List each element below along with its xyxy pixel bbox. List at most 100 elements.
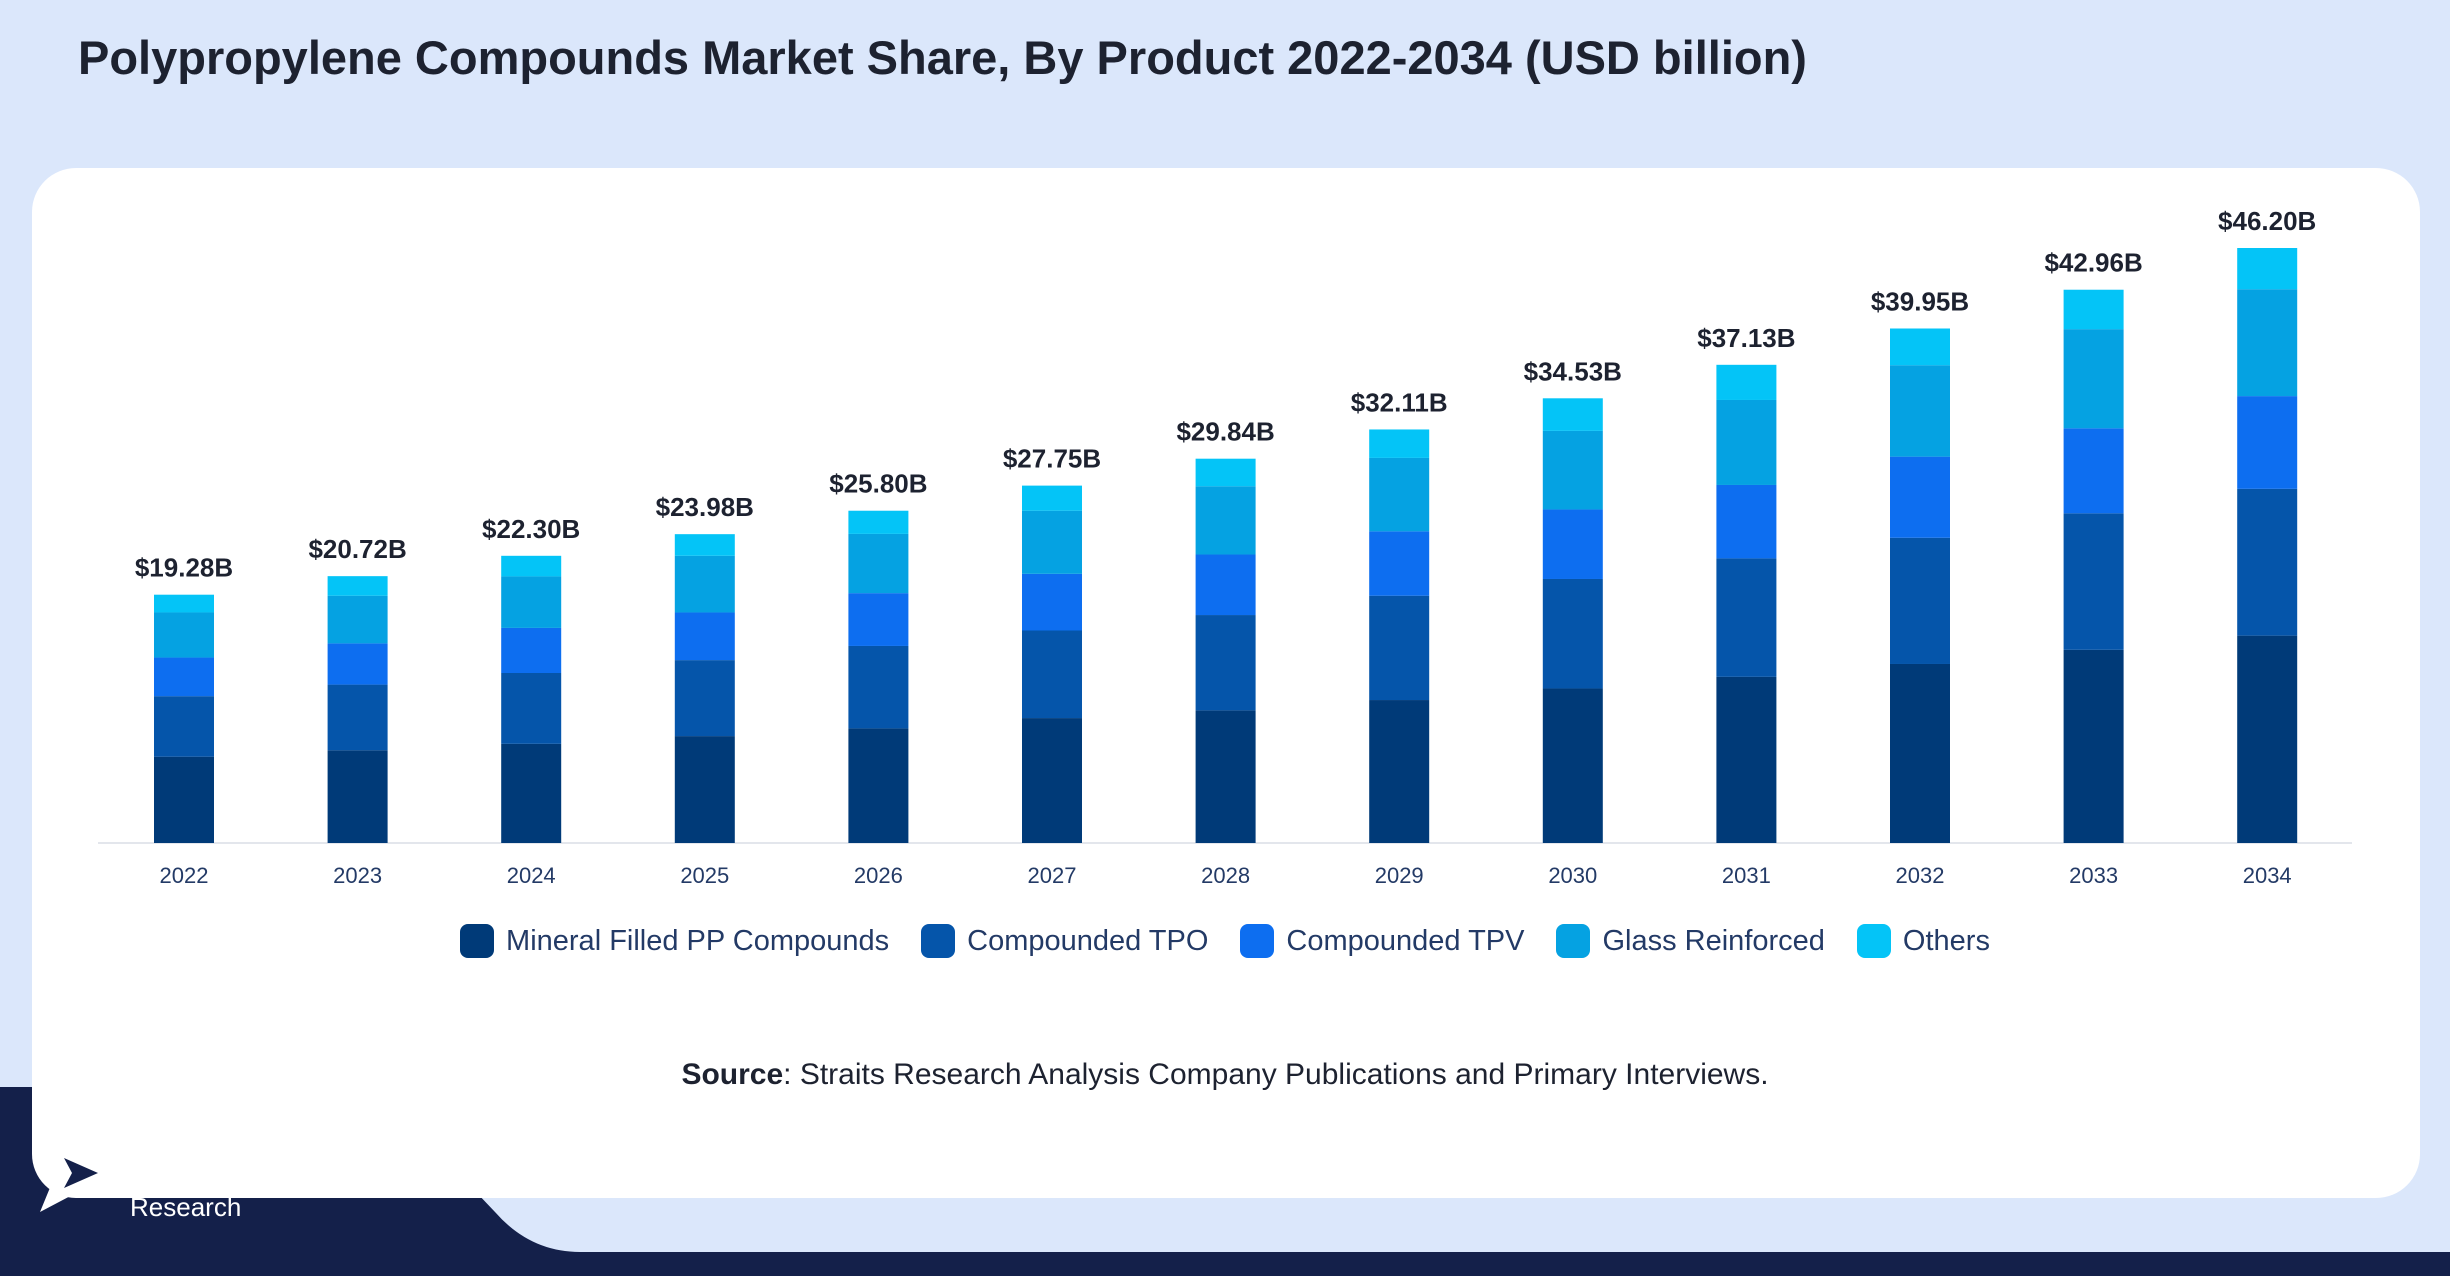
- bar-segment-others-2022: [154, 594, 214, 613]
- x-tick-label-2028: 2028: [1201, 863, 1250, 888]
- bar-segment-compounded-tpv-2022: [154, 657, 214, 697]
- legend-swatch-compounded-tpo: [921, 924, 956, 958]
- bar-segment-compounded-tpv-2025: [674, 612, 735, 661]
- bar-segment-compounded-tpo-2029: [1369, 595, 1430, 701]
- bar-segment-glass-reinforced-2031: [1716, 399, 1777, 485]
- x-tick-label-2027: 2027: [1028, 863, 1077, 888]
- total-label-2026: $25.80B: [829, 469, 927, 499]
- x-tick-label-2023: 2023: [333, 863, 382, 888]
- legend-swatch-others: [1856, 924, 1891, 958]
- bar-segment-mineral-filled-pp-compounds-2022: [154, 756, 214, 843]
- bar-segment-glass-reinforced-2034: [2237, 289, 2298, 397]
- bar-segment-mineral-filled-pp-compounds-2029: [1369, 700, 1430, 843]
- bar-segment-compounded-tpv-2033: [2063, 428, 2124, 514]
- x-tick-label-2034: 2034: [2243, 863, 2292, 888]
- total-label-2032: $39.95B: [1871, 286, 1969, 316]
- bar-segment-compounded-tpo-2028: [1195, 615, 1256, 711]
- bar-segment-glass-reinforced-2024: [501, 576, 562, 628]
- bar-segment-compounded-tpo-2031: [1716, 558, 1777, 677]
- bar-segment-mineral-filled-pp-compounds-2034: [2237, 635, 2298, 843]
- x-tick-label-2022: 2022: [160, 863, 209, 888]
- bars-group: [154, 248, 2298, 843]
- legend-label-glass-reinforced: Glass Reinforced: [1602, 924, 1825, 957]
- bar-segment-compounded-tpo-2023: [327, 684, 388, 751]
- source-note: Source: Straits Research Analysis Compan…: [0, 1058, 2450, 1092]
- total-label-2034: $46.20B: [2218, 206, 2316, 236]
- bar-segment-compounded-tpv-2032: [1890, 456, 1950, 538]
- bar-segment-compounded-tpv-2024: [501, 627, 562, 673]
- total-label-2024: $22.30B: [482, 514, 580, 544]
- bar-segment-mineral-filled-pp-compounds-2033: [2063, 649, 2124, 843]
- bar-segment-compounded-tpo-2032: [1890, 537, 1950, 664]
- bar-segment-glass-reinforced-2022: [154, 612, 214, 658]
- legend: Mineral Filled PP Compounds Compounded TP…: [0, 924, 2450, 958]
- total-label-2027: $27.75B: [1003, 444, 1101, 474]
- bar-segment-compounded-tpo-2033: [2063, 513, 2124, 650]
- x-tick-label-2024: 2024: [507, 863, 556, 888]
- bar-segment-mineral-filled-pp-compounds-2024: [501, 743, 562, 843]
- bar-segment-mineral-filled-pp-compounds-2032: [1890, 663, 1950, 843]
- legend-swatch-mineral-filled-pp-compounds: [460, 924, 495, 958]
- bar-segment-glass-reinforced-2027: [1022, 510, 1082, 574]
- labels-group: $19.28B 2022 $20.72B 2023 $22.30B 2024 $23.98B…: [135, 206, 2317, 888]
- bar-segment-mineral-filled-pp-compounds-2030: [1542, 688, 1603, 843]
- x-tick-label-2032: 2032: [1896, 863, 1945, 888]
- bar-segment-others-2025: [674, 534, 735, 556]
- total-label-2031: $37.13B: [1697, 323, 1795, 353]
- bar-segment-compounded-tpv-2023: [327, 643, 388, 685]
- legend-label-compounded-tpo: Compounded TPO: [967, 924, 1209, 957]
- x-tick-label-2026: 2026: [854, 863, 903, 888]
- x-tick-label-2029: 2029: [1375, 863, 1424, 888]
- legend-item-compounded-tpv: Compounded TPV: [1240, 924, 1524, 958]
- bar-segment-compounded-tpv-2034: [2237, 396, 2298, 489]
- bar-segment-compounded-tpo-2034: [2237, 488, 2298, 636]
- bar-segment-compounded-tpv-2030: [1542, 509, 1603, 579]
- bar-segment-others-2031: [1716, 364, 1777, 400]
- total-label-2028: $29.84B: [1176, 417, 1274, 447]
- legend-item-others: Others: [1856, 924, 1990, 958]
- logo-name: Straits: [130, 1129, 337, 1201]
- straits-logo-icon: [40, 1134, 114, 1212]
- bar-segment-compounded-tpo-2027: [1022, 630, 1082, 719]
- legend-item-mineral-filled-pp-compounds: Mineral Filled PP Compounds: [460, 924, 889, 958]
- bar-segment-compounded-tpv-2028: [1195, 554, 1256, 616]
- bar-segment-others-2023: [327, 576, 388, 596]
- bar-segment-mineral-filled-pp-compounds-2028: [1195, 710, 1256, 843]
- bar-segment-compounded-tpo-2024: [501, 673, 562, 744]
- bar-segment-compounded-tpv-2027: [1022, 573, 1082, 631]
- legend-swatch-glass-reinforced: [1556, 924, 1591, 958]
- bar-segment-mineral-filled-pp-compounds-2023: [327, 750, 388, 843]
- total-label-2025: $23.98B: [656, 492, 754, 522]
- total-label-2022: $19.28B: [135, 553, 233, 583]
- x-tick-label-2031: 2031: [1722, 863, 1771, 888]
- bar-segment-glass-reinforced-2023: [327, 595, 388, 644]
- bar-segment-others-2027: [1022, 485, 1082, 511]
- bar-segment-glass-reinforced-2030: [1542, 430, 1603, 510]
- bar-segment-others-2028: [1195, 458, 1256, 487]
- x-tick-label-2033: 2033: [2069, 863, 2118, 888]
- bar-segment-compounded-tpv-2029: [1369, 531, 1430, 596]
- legend-label-compounded-tpv: Compounded TPV: [1286, 924, 1525, 957]
- logo-sub: Research: [130, 1192, 242, 1222]
- x-tick-label-2025: 2025: [680, 863, 729, 888]
- bar-segment-others-2026: [848, 510, 909, 534]
- bar-segment-mineral-filled-pp-compounds-2031: [1716, 676, 1777, 843]
- total-label-2033: $42.96B: [2044, 248, 2142, 278]
- chart-title: Polypropylene Compounds Market Share, By…: [78, 31, 1807, 84]
- bar-segment-others-2029: [1369, 429, 1430, 458]
- bar-segment-others-2024: [501, 555, 562, 577]
- legend-item-compounded-tpo: Compounded TPO: [921, 924, 1208, 958]
- bar-segment-mineral-filled-pp-compounds-2026: [848, 728, 909, 843]
- bar-segment-compounded-tpo-2026: [848, 645, 909, 729]
- bar-segment-glass-reinforced-2029: [1369, 457, 1430, 532]
- bar-segment-others-2030: [1542, 398, 1603, 431]
- bar-segment-glass-reinforced-2033: [2063, 329, 2124, 429]
- bar-segment-glass-reinforced-2032: [1890, 365, 1950, 457]
- bar-segment-compounded-tpo-2025: [674, 660, 735, 737]
- total-label-2029: $32.11B: [1351, 387, 1448, 417]
- bar-segment-glass-reinforced-2028: [1195, 486, 1256, 555]
- total-label-2030: $34.53B: [1524, 356, 1622, 386]
- bar-segment-mineral-filled-pp-compounds-2025: [674, 736, 735, 843]
- legend-item-glass-reinforced: Glass Reinforced: [1556, 924, 1825, 958]
